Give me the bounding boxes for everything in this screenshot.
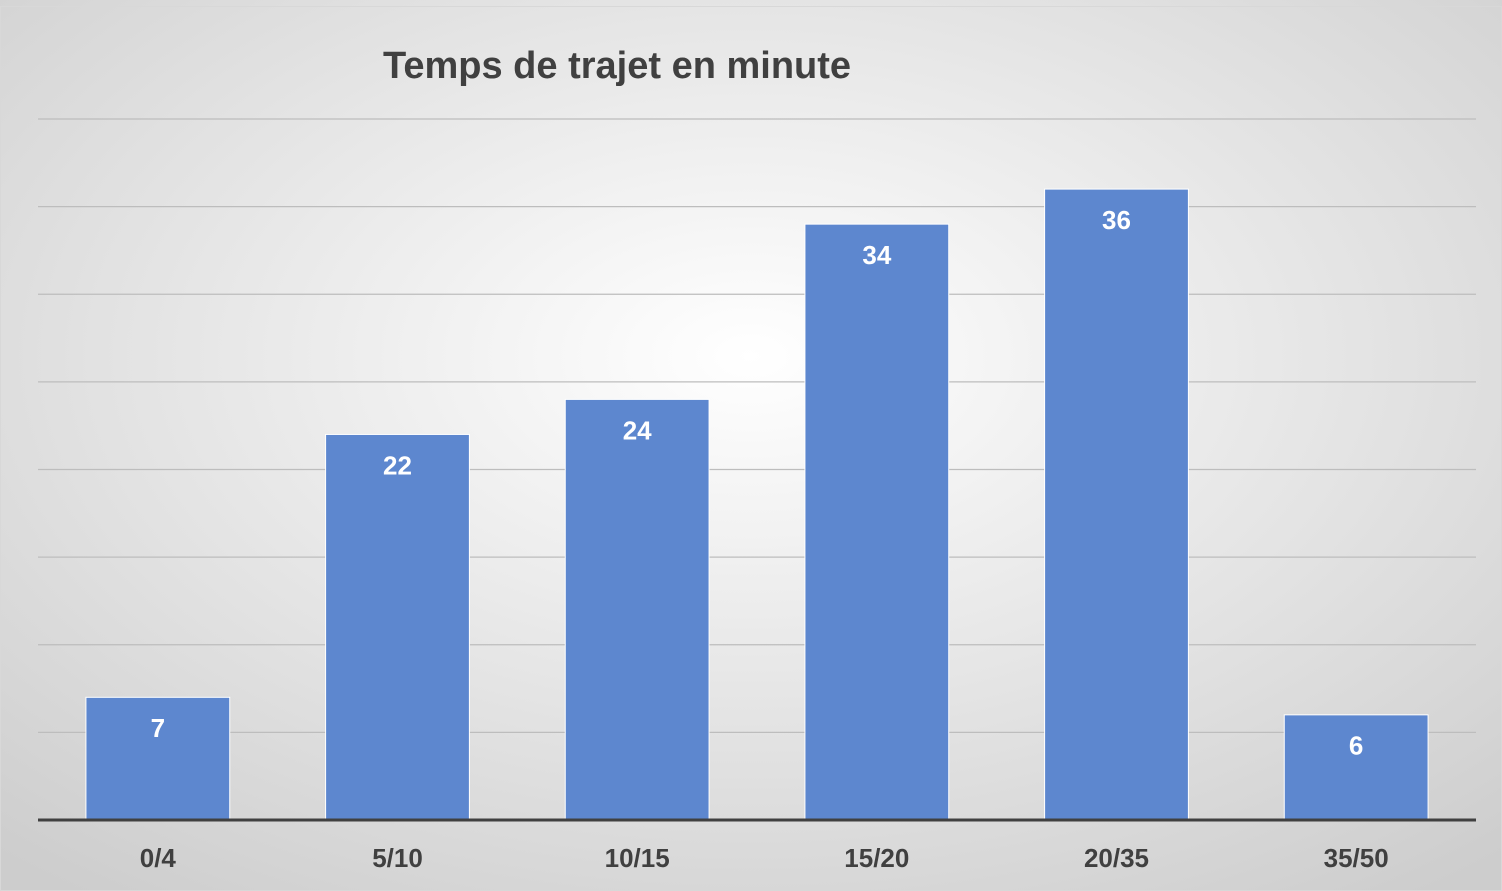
x-tick-label: 5/10 bbox=[372, 843, 423, 873]
data-label: 6 bbox=[1349, 731, 1363, 761]
x-tick-label: 35/50 bbox=[1324, 843, 1389, 873]
x-tick-label: 10/15 bbox=[605, 843, 670, 873]
data-label: 24 bbox=[623, 415, 652, 445]
bar bbox=[804, 223, 950, 821]
data-label: 22 bbox=[383, 450, 412, 480]
data-label: 34 bbox=[862, 240, 891, 270]
data-label: 36 bbox=[1102, 205, 1131, 235]
x-tick-label: 20/35 bbox=[1084, 843, 1149, 873]
chart-title: Temps de trajet en minute bbox=[383, 45, 851, 87]
data-label: 7 bbox=[151, 713, 165, 743]
bar bbox=[564, 398, 710, 821]
bar bbox=[1044, 188, 1189, 821]
x-tick-label: 15/20 bbox=[844, 843, 909, 873]
x-tick-label: 0/4 bbox=[140, 843, 177, 873]
bar bbox=[325, 433, 470, 821]
